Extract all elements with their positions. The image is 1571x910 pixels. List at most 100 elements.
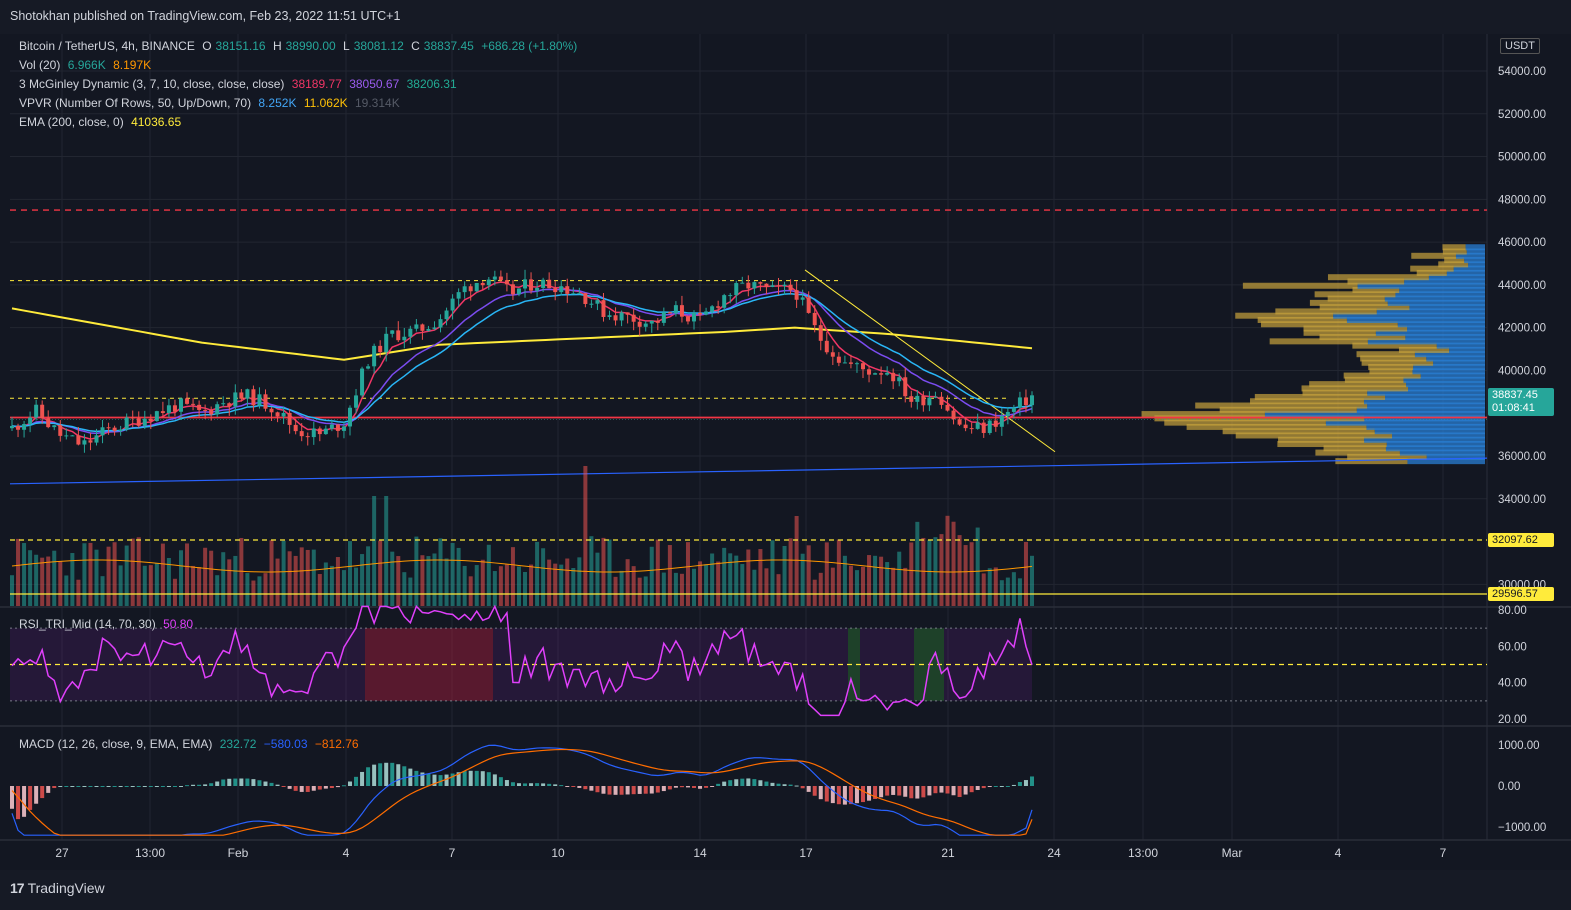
macd-histogram-bar xyxy=(438,775,443,786)
volume-bar xyxy=(245,573,250,606)
candle-body xyxy=(293,424,298,432)
macd-histogram-bar xyxy=(402,766,407,786)
vpvr-down-bar xyxy=(1416,269,1447,276)
ema-legend[interactable]: EMA (200, close, 0) 41036.65 xyxy=(19,115,185,129)
candle-body xyxy=(492,276,497,280)
vpvr-value-1: 8.252K xyxy=(258,96,297,110)
macd-histogram-bar xyxy=(969,786,974,793)
candle-body xyxy=(619,312,624,321)
macd-histogram-bar xyxy=(450,773,455,786)
macd-legend[interactable]: MACD (12, 26, close, 9, EMA, EMA) 232.72… xyxy=(19,737,363,751)
candle-body xyxy=(420,324,425,331)
candle-body xyxy=(46,418,51,428)
tradingview-logo[interactable]: 17 TradingView xyxy=(10,880,105,896)
time-tick-label: 14 xyxy=(693,846,707,860)
candle-body xyxy=(70,435,75,437)
volume-bar xyxy=(1017,578,1022,606)
macd-histogram-bar xyxy=(812,786,817,796)
macd-histogram-bar xyxy=(94,786,99,787)
candle-body xyxy=(166,405,171,413)
rsi-tick-label: 80.00 xyxy=(1498,605,1527,617)
candle-body xyxy=(456,292,461,299)
candle-body xyxy=(185,398,190,404)
volume-bar xyxy=(758,549,763,606)
candle-body xyxy=(408,328,413,337)
rsi-label: RSI_TRI_Mid (14, 70, 30) xyxy=(19,617,156,631)
macd-histogram-bar xyxy=(82,786,87,787)
macd-histogram-bar xyxy=(667,786,672,790)
volume-legend[interactable]: Vol (20) 6.966K 8.197K xyxy=(19,58,155,72)
macd-histogram-bar xyxy=(631,786,636,795)
candle-body xyxy=(94,435,99,443)
vpvr-down-bar xyxy=(1398,346,1450,353)
vpvr-down-bar xyxy=(1444,257,1465,264)
candle-body xyxy=(136,418,141,426)
volume-bar xyxy=(891,567,896,606)
price-tick-label: 46000.00 xyxy=(1498,237,1546,249)
vpvr-down-bar xyxy=(1369,368,1413,375)
volume-bar xyxy=(679,573,684,606)
candle-body xyxy=(76,435,81,445)
candle-body xyxy=(698,312,703,315)
macd-histogram-bar xyxy=(293,786,298,791)
volume-bar xyxy=(136,537,141,606)
macd-histogram-bar xyxy=(124,786,129,787)
macd-histogram-bar xyxy=(764,781,769,786)
macd-histogram-bar xyxy=(148,786,153,787)
candle-body xyxy=(130,417,135,419)
candle-body xyxy=(510,284,515,295)
last-price: 38837.45 xyxy=(1492,389,1538,401)
vpvr-up-bar xyxy=(1399,449,1485,456)
volume-bar xyxy=(88,542,93,606)
volume-bar xyxy=(34,554,39,606)
macd-histogram-bar xyxy=(239,778,244,786)
rsi-legend[interactable]: RSI_TRI_Mid (14, 70, 30) 50.80 xyxy=(19,617,197,631)
volume-bar xyxy=(414,536,419,606)
volume-bar xyxy=(583,466,588,606)
candle-body xyxy=(1011,407,1016,412)
macd-histogram-bar xyxy=(58,786,63,787)
chart-area[interactable]: 80.00 60.00 40.00 20.00 1000.00 0.00 −1000.00… xyxy=(0,34,1571,870)
symbol-legend[interactable]: Bitcoin / TetherUS, 4h, BINANCE O 38151.1… xyxy=(19,39,581,53)
candle-body xyxy=(824,340,829,353)
volume-bar xyxy=(897,551,902,606)
macd-histogram-bar xyxy=(130,786,135,787)
candle-body xyxy=(921,395,926,406)
volume-bar xyxy=(800,553,805,606)
vpvr-down-bar xyxy=(1254,393,1386,400)
macd-histogram-bar xyxy=(740,778,745,786)
candle-body xyxy=(885,372,890,375)
volume-bar xyxy=(625,559,630,606)
currency-label[interactable]: USDT xyxy=(1500,38,1540,54)
macd-histogram-bar xyxy=(281,786,286,787)
volume-bar xyxy=(52,550,57,606)
vpvr-up-bar xyxy=(1397,321,1485,328)
vpvr-down-bar xyxy=(1438,261,1469,268)
candle-body xyxy=(323,428,328,435)
candle-body xyxy=(88,440,93,443)
macd-histogram-bar xyxy=(100,786,105,787)
vpvr-down-bar xyxy=(1302,389,1368,396)
candle-body xyxy=(100,427,105,436)
mcginley-legend[interactable]: 3 McGinley Dynamic (3, 7, 10, close, clo… xyxy=(19,77,461,91)
candle-body xyxy=(613,315,618,321)
volume-bar xyxy=(366,546,371,606)
vpvr-up-bar xyxy=(1367,389,1485,396)
candle-body xyxy=(716,306,721,308)
volume-bar xyxy=(94,549,99,606)
macd-histogram-bar xyxy=(263,781,268,786)
macd-histogram-bar xyxy=(329,786,334,789)
candle-body xyxy=(535,287,540,291)
header-bar xyxy=(0,0,1571,34)
axes: 54000.00 52000.00 50000.00 48000.00 46000.00… xyxy=(55,66,1546,860)
macd-histogram-bar xyxy=(879,786,884,798)
vpvr-legend[interactable]: VPVR (Number Of Rows, 50, Up/Down, 70) 8… xyxy=(19,96,404,110)
macd-histogram-bar xyxy=(673,786,678,788)
macd-histogram-bar xyxy=(323,786,328,789)
candle-body xyxy=(746,282,751,289)
volume-bar xyxy=(963,545,968,606)
candle-body xyxy=(480,283,485,286)
macd-histogram-bar xyxy=(818,786,823,800)
vpvr-down-bar xyxy=(1410,265,1454,272)
vpvr-up-bar xyxy=(1433,359,1485,366)
